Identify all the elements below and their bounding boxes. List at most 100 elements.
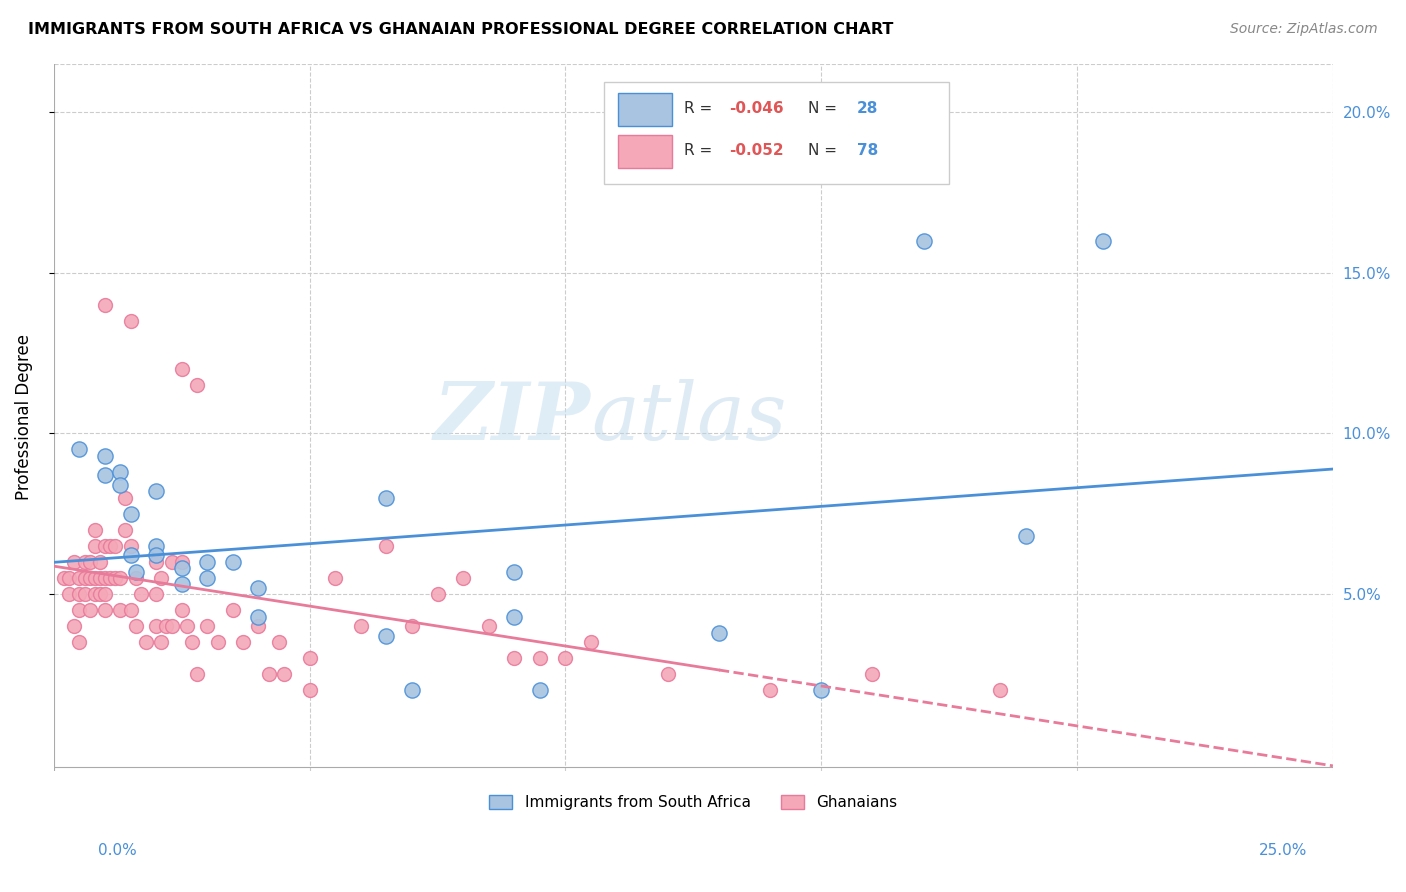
Point: [862, 667, 884, 681]
Point: [150, 635, 173, 649]
Point: [195, 571, 218, 585]
Point: [401, 683, 423, 698]
Point: [120, 539, 142, 553]
Point: [89, 587, 111, 601]
Point: [94, 571, 117, 585]
Point: [79, 571, 101, 585]
Point: [89, 555, 111, 569]
Point: [247, 581, 270, 595]
Point: [94, 468, 117, 483]
Point: [63, 619, 86, 633]
Point: [375, 539, 398, 553]
Point: [170, 603, 193, 617]
Point: [298, 683, 321, 698]
Text: 0.0%: 0.0%: [98, 843, 138, 858]
Point: [160, 619, 183, 633]
Point: [125, 619, 148, 633]
Point: [67, 587, 90, 601]
Point: [186, 378, 208, 392]
Point: [195, 619, 218, 633]
Point: [160, 555, 183, 569]
Text: Source: ZipAtlas.com: Source: ZipAtlas.com: [1230, 22, 1378, 37]
Text: R =: R =: [685, 101, 717, 116]
Point: [98, 571, 121, 585]
Point: [375, 629, 398, 643]
Point: [63, 555, 86, 569]
Point: [155, 619, 177, 633]
Point: [145, 539, 167, 553]
Text: N =: N =: [808, 101, 842, 116]
Point: [222, 603, 245, 617]
Point: [145, 549, 167, 563]
Point: [110, 478, 132, 492]
Point: [125, 565, 148, 579]
Point: [181, 635, 204, 649]
Point: [273, 667, 295, 681]
Point: [170, 555, 193, 569]
Point: [94, 449, 117, 463]
Point: [503, 651, 526, 665]
Point: [145, 619, 167, 633]
Point: [125, 571, 148, 585]
Point: [53, 571, 76, 585]
Point: [170, 362, 193, 376]
Point: [104, 539, 127, 553]
Point: [135, 635, 157, 649]
Point: [83, 571, 105, 585]
Point: [657, 667, 679, 681]
FancyBboxPatch shape: [603, 82, 949, 184]
Point: [145, 484, 167, 499]
Point: [98, 539, 121, 553]
Text: 78: 78: [858, 144, 879, 159]
Point: [503, 609, 526, 624]
Point: [104, 571, 127, 585]
Point: [579, 635, 602, 649]
Point: [222, 555, 245, 569]
Legend: Immigrants from South Africa, Ghanaians: Immigrants from South Africa, Ghanaians: [484, 789, 904, 816]
Point: [350, 619, 373, 633]
Point: [79, 603, 101, 617]
Text: N =: N =: [808, 144, 842, 159]
Point: [503, 565, 526, 579]
Point: [298, 651, 321, 665]
Point: [554, 651, 576, 665]
Point: [176, 619, 198, 633]
Point: [912, 234, 935, 248]
Point: [120, 549, 142, 563]
Point: [73, 555, 96, 569]
Point: [58, 571, 80, 585]
Point: [186, 667, 208, 681]
Point: [94, 539, 117, 553]
Point: [94, 603, 117, 617]
Point: [145, 587, 167, 601]
Point: [120, 507, 142, 521]
Point: [67, 571, 90, 585]
Text: IMMIGRANTS FROM SOUTH AFRICA VS GHANAIAN PROFESSIONAL DEGREE CORRELATION CHART: IMMIGRANTS FROM SOUTH AFRICA VS GHANAIAN…: [28, 22, 893, 37]
Point: [73, 571, 96, 585]
Point: [58, 587, 80, 601]
Point: [170, 561, 193, 575]
Point: [114, 523, 136, 537]
FancyBboxPatch shape: [617, 93, 672, 126]
Point: [232, 635, 254, 649]
Point: [426, 587, 449, 601]
Point: [401, 619, 423, 633]
Point: [145, 555, 167, 569]
Point: [529, 651, 551, 665]
FancyBboxPatch shape: [617, 136, 672, 168]
Point: [67, 603, 90, 617]
Point: [120, 603, 142, 617]
Point: [207, 635, 229, 649]
Point: [478, 619, 501, 633]
Point: [267, 635, 290, 649]
Point: [247, 609, 270, 624]
Point: [94, 587, 117, 601]
Point: [195, 555, 218, 569]
Text: atlas: atlas: [591, 378, 786, 456]
Point: [79, 555, 101, 569]
Text: 28: 28: [858, 101, 879, 116]
Text: -0.052: -0.052: [730, 144, 783, 159]
Point: [759, 683, 782, 698]
Text: ZIP: ZIP: [434, 378, 591, 456]
Point: [83, 539, 105, 553]
